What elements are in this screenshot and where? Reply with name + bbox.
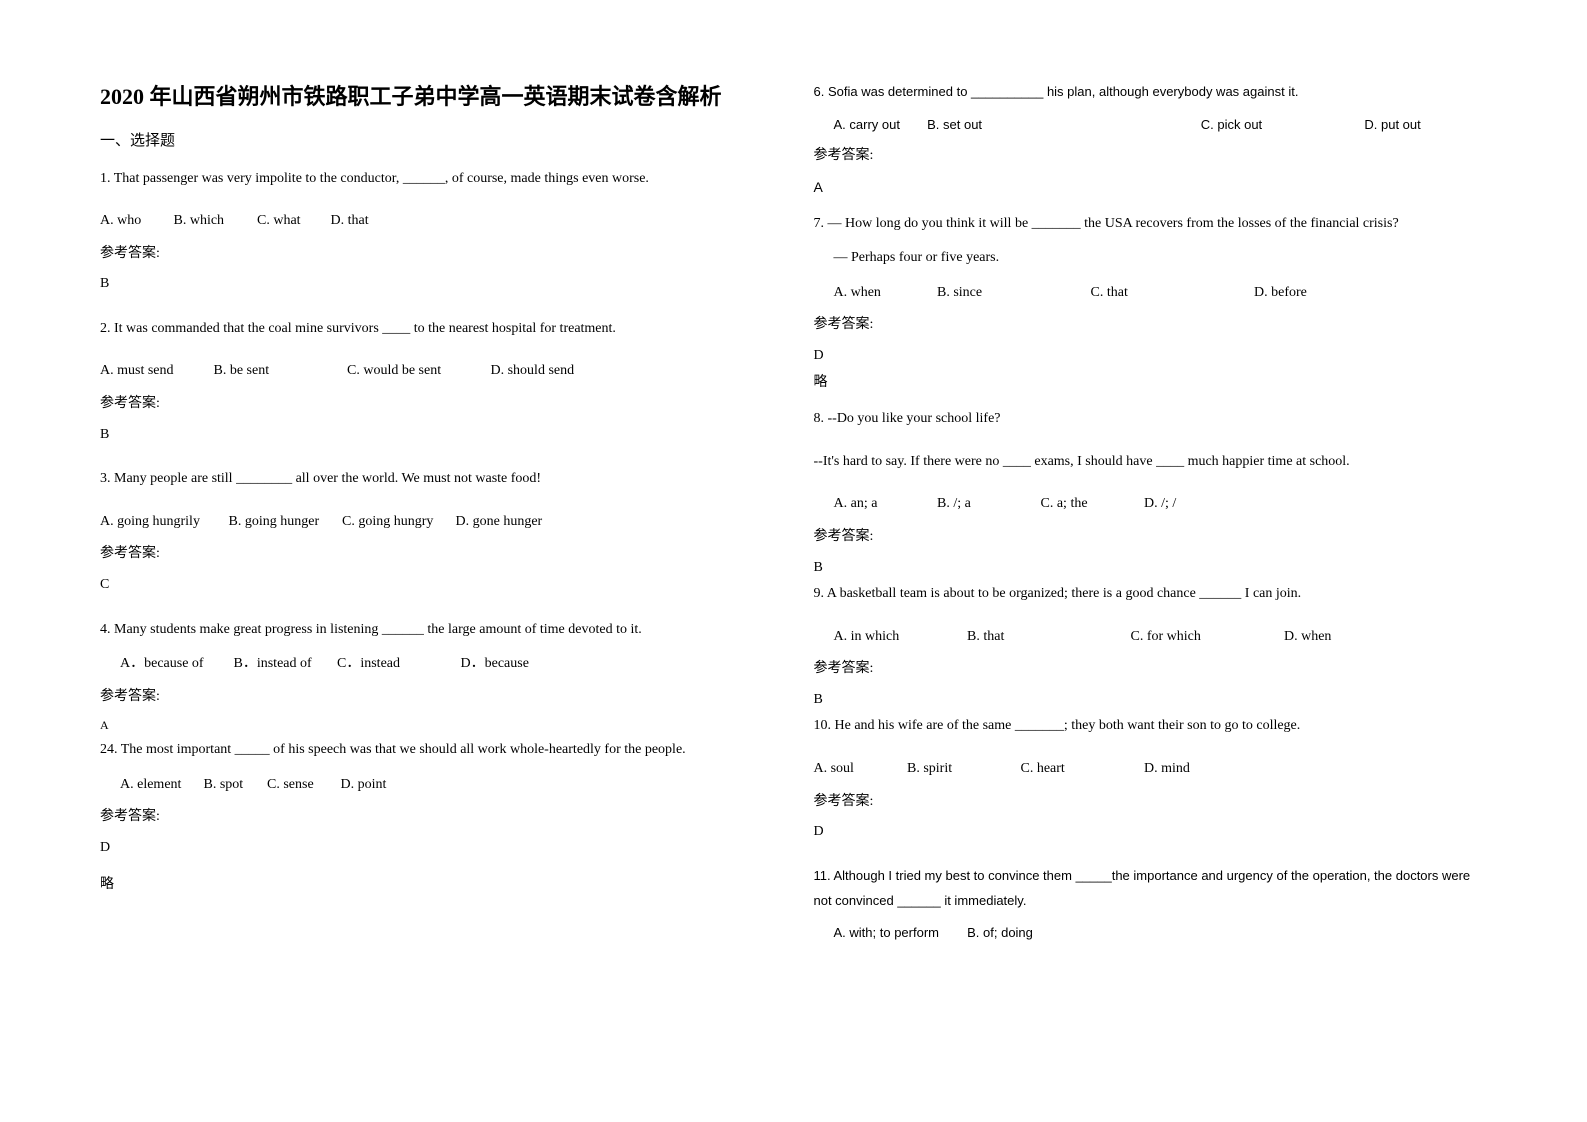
q11-options: A. with; to perform B. of; doing (814, 921, 1488, 946)
q4-opt-a: A．because of (120, 651, 230, 678)
q5-opt-b: B. spot (204, 772, 264, 799)
q1-opt-b: B. which (174, 208, 254, 235)
q5-opt-d: D. point (341, 772, 387, 799)
q10-ans-label: 参考答案: (814, 789, 1488, 816)
q8-opt-c: C. a; the (1041, 491, 1141, 518)
q8-opt-a: A. an; a (834, 491, 934, 518)
q2-opt-c: C. would be sent (347, 358, 487, 385)
q10-options: A. soul B. spirit C. heart D. mind (814, 756, 1488, 783)
q8-sub: --It's hard to say. If there were no ___… (814, 449, 1488, 476)
q2-options: A. must send B. be sent C. would be sent… (100, 358, 774, 385)
q2-opt-d: D. should send (491, 358, 575, 385)
q6-opt-c: C. pick out (1201, 113, 1361, 138)
q9-opt-c: C. for which (1131, 624, 1281, 651)
q7-opt-d: D. before (1254, 280, 1307, 307)
q7-extra: 略 (814, 370, 1488, 397)
q1-text: 1. That passenger was very impolite to t… (100, 166, 774, 193)
q2-opt-b: B. be sent (214, 358, 344, 385)
q10-opt-c: C. heart (1021, 756, 1141, 783)
q5-text: 24. The most important _____ of his spee… (100, 737, 774, 764)
q10-answer: D (814, 819, 1488, 846)
q3-opt-d: D. gone hunger (456, 509, 543, 536)
q7-opt-a: A. when (834, 280, 934, 307)
q8-options: A. an; a B. /; a C. a; the D. /; / (814, 491, 1488, 518)
q4-opt-b: B．instead of (234, 651, 334, 678)
q9-opt-a: A. in which (834, 624, 964, 651)
q2-opt-a: A. must send (100, 358, 210, 385)
q9-answer: B (814, 687, 1488, 714)
q1-answer: B (100, 271, 774, 298)
q7-opt-b: B. since (937, 280, 1087, 307)
q8-answer: B (814, 555, 1488, 582)
q3-opt-c: C. going hungry (342, 509, 452, 536)
q3-text: 3. Many people are still ________ all ov… (100, 466, 774, 493)
q4-text: 4. Many students make great progress in … (100, 617, 774, 644)
q9-text: 9. A basketball team is about to be orga… (814, 581, 1488, 608)
q7-opt-c: C. that (1091, 280, 1251, 307)
q8-opt-b: B. /; a (937, 491, 1037, 518)
q1-opt-d: D. that (331, 208, 369, 235)
q4-options: A．because of B．instead of C．instead D．be… (100, 651, 774, 678)
q1-opt-a: A. who (100, 208, 170, 235)
q4-ans-label: 参考答案: (100, 684, 774, 711)
q10-opt-a: A. soul (814, 756, 904, 783)
section-header: 一、选择题 (100, 127, 774, 156)
q7-ans-label: 参考答案: (814, 312, 1488, 339)
q11-opt-b: B. of; doing (967, 921, 1033, 946)
q6-ans-label: 参考答案: (814, 143, 1488, 170)
q4-opt-d: D．because (461, 651, 529, 678)
q5-options: A. element B. spot C. sense D. point (100, 772, 774, 799)
q5-opt-a: A. element (120, 772, 200, 799)
q2-answer: B (100, 422, 774, 449)
q3-answer: C (100, 572, 774, 599)
q6-opt-b: B. set out (927, 113, 1197, 138)
left-column: 2020 年山西省朔州市铁路职工子弟中学高一英语期末试卷含解析 一、选择题 1.… (100, 80, 774, 952)
q5-ans-label: 参考答案: (100, 804, 774, 831)
q9-ans-label: 参考答案: (814, 656, 1488, 683)
q7-answer: D (814, 343, 1488, 370)
exam-title: 2020 年山西省朔州市铁路职工子弟中学高一英语期末试卷含解析 (100, 80, 774, 113)
q5-opt-c: C. sense (267, 772, 337, 799)
q3-ans-label: 参考答案: (100, 541, 774, 568)
q3-opt-a: A. going hungrily (100, 509, 225, 536)
q9-opt-b: B. that (967, 624, 1127, 651)
q4-answer: A (100, 714, 774, 737)
q9-opt-d: D. when (1284, 624, 1331, 651)
q7-text: 7. — How long do you think it will be __… (814, 211, 1488, 238)
q2-ans-label: 参考答案: (100, 391, 774, 418)
q7-options: A. when B. since C. that D. before (814, 280, 1488, 307)
q10-opt-b: B. spirit (907, 756, 1017, 783)
page-columns: 2020 年山西省朔州市铁路职工子弟中学高一英语期末试卷含解析 一、选择题 1.… (100, 80, 1487, 952)
q1-ans-label: 参考答案: (100, 241, 774, 268)
q6-opt-d: D. put out (1364, 113, 1420, 138)
q3-opt-b: B. going hunger (229, 509, 339, 536)
q2-text: 2. It was commanded that the coal mine s… (100, 316, 774, 343)
q3-options: A. going hungrily B. going hunger C. goi… (100, 509, 774, 536)
q7-sub: — Perhaps four or five years. (814, 245, 1488, 272)
q5-answer: D (100, 835, 774, 862)
q6-text: 6. Sofia was determined to __________ hi… (814, 80, 1488, 105)
q10-text: 10. He and his wife are of the same ____… (814, 713, 1488, 740)
q4-opt-c: C．instead (337, 651, 457, 678)
q5-extra: 略 (100, 872, 774, 899)
q11-opt-a: A. with; to perform (834, 921, 964, 946)
q6-options: A. carry out B. set out C. pick out D. p… (814, 113, 1488, 138)
q1-options: A. who B. which C. what D. that (100, 208, 774, 235)
q8-text: 8. --Do you like your school life? (814, 406, 1488, 433)
q10-opt-d: D. mind (1144, 756, 1190, 783)
q1-opt-c: C. what (257, 208, 327, 235)
q8-ans-label: 参考答案: (814, 524, 1488, 551)
q9-options: A. in which B. that C. for which D. when (814, 624, 1488, 651)
q11-text: 11. Although I tried my best to convince… (814, 864, 1488, 913)
right-column: 6. Sofia was determined to __________ hi… (814, 80, 1488, 952)
q8-opt-d: D. /; / (1144, 491, 1176, 518)
q6-opt-a: A. carry out (834, 113, 924, 138)
q6-answer: A (814, 174, 1488, 201)
